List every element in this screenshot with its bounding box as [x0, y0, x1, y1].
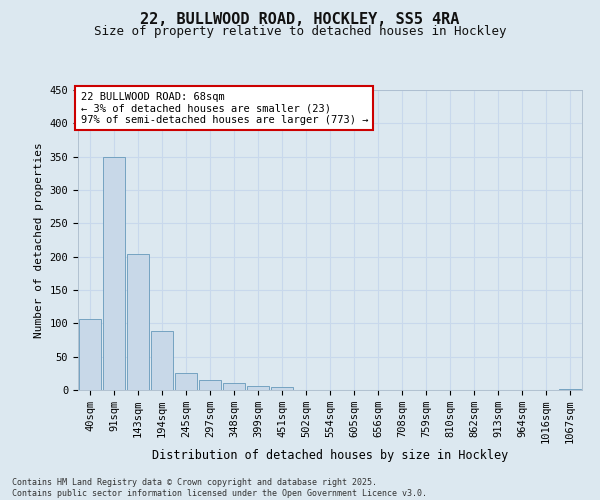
- Bar: [175, 374, 197, 390]
- Bar: [199, 380, 221, 390]
- Bar: [247, 386, 269, 390]
- Bar: [79, 318, 101, 390]
- Text: Contains HM Land Registry data © Crown copyright and database right 2025.
Contai: Contains HM Land Registry data © Crown c…: [12, 478, 427, 498]
- Y-axis label: Number of detached properties: Number of detached properties: [34, 142, 44, 338]
- X-axis label: Distribution of detached houses by size in Hockley: Distribution of detached houses by size …: [152, 449, 508, 462]
- Bar: [127, 254, 149, 390]
- Bar: [559, 388, 581, 390]
- Text: Size of property relative to detached houses in Hockley: Size of property relative to detached ho…: [94, 25, 506, 38]
- Bar: [271, 386, 293, 390]
- Bar: [103, 156, 125, 390]
- Text: 22 BULLWOOD ROAD: 68sqm
← 3% of detached houses are smaller (23)
97% of semi-det: 22 BULLWOOD ROAD: 68sqm ← 3% of detached…: [80, 92, 368, 124]
- Bar: [151, 332, 173, 390]
- Text: 22, BULLWOOD ROAD, HOCKLEY, SS5 4RA: 22, BULLWOOD ROAD, HOCKLEY, SS5 4RA: [140, 12, 460, 28]
- Bar: [223, 384, 245, 390]
